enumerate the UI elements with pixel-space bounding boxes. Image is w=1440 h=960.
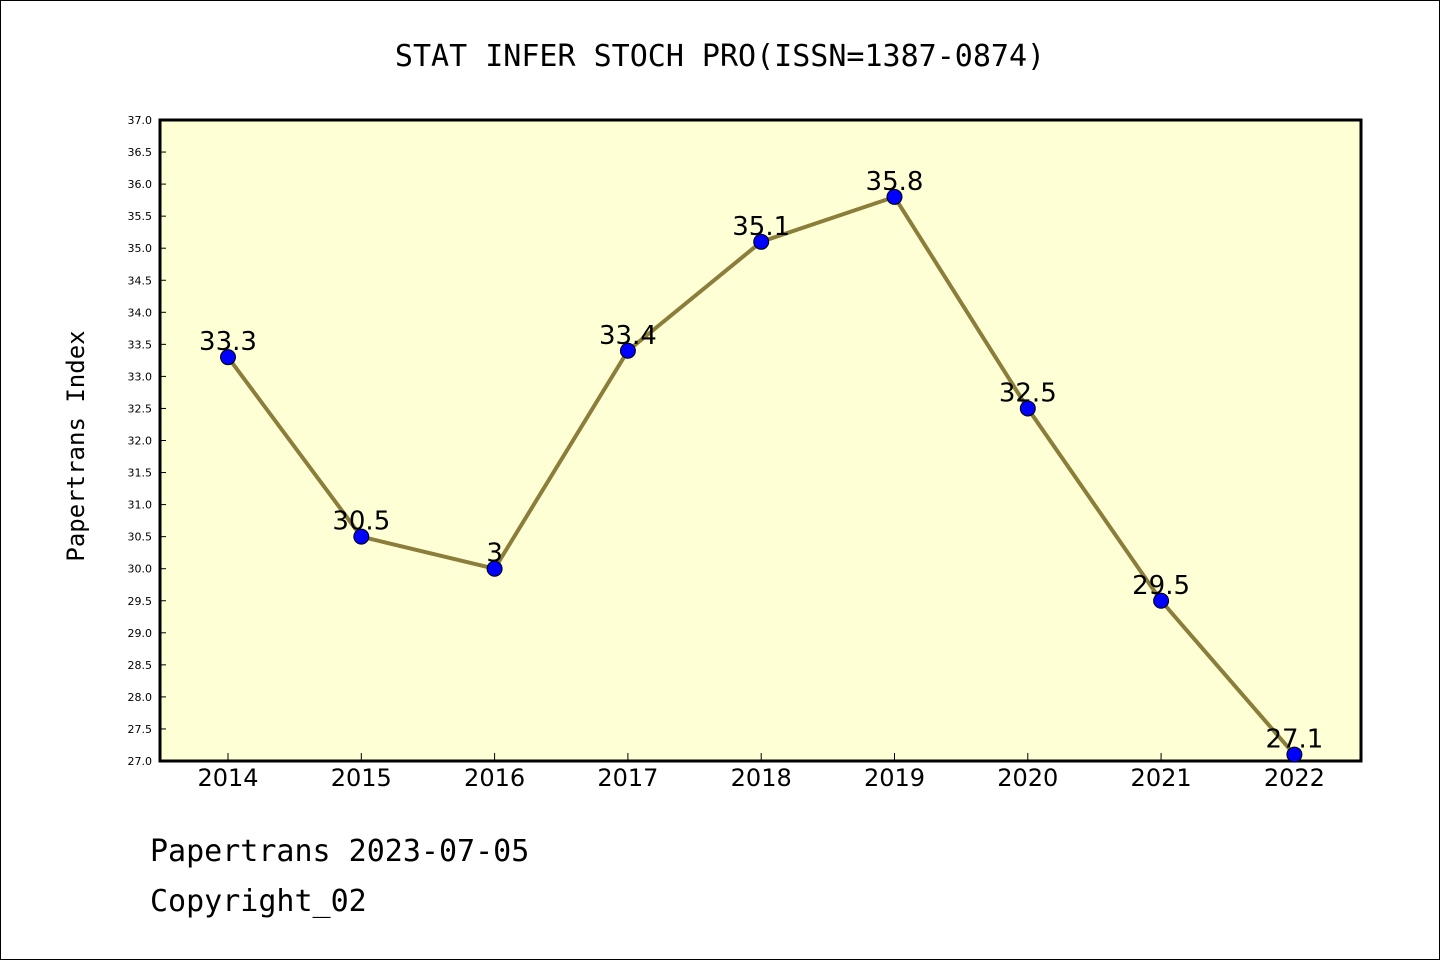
y-tick-label: 27.0 [128, 755, 153, 768]
data-label: 35.8 [866, 167, 924, 197]
y-tick-label: 35.5 [128, 210, 153, 223]
data-labels: 33.3 30.5 3 33.4 35.1 35.8 32.5 29.5 27.1 [199, 167, 1323, 755]
y-tick-label: 30.0 [128, 563, 153, 576]
data-markers [220, 188, 1303, 763]
data-label: 3 [486, 539, 503, 569]
y-tick-label: 36.0 [128, 178, 153, 191]
y-tick-label: 34.0 [128, 306, 153, 319]
y-tick-label: 30.5 [128, 531, 153, 544]
x-tick-label: 2014 [197, 764, 258, 792]
data-label: 29.5 [1132, 571, 1190, 601]
footer-copyright: Copyright_02 [150, 884, 367, 919]
data-point [619, 342, 636, 359]
data-label: 35.1 [732, 212, 790, 242]
data-point [753, 233, 770, 250]
y-axis-label: Papertrans Index [62, 330, 90, 561]
data-label: 30.5 [332, 507, 390, 537]
data-point [886, 188, 903, 205]
x-tick-label: 2020 [997, 764, 1058, 792]
x-tick-label: 2015 [331, 764, 392, 792]
x-tick-label: 2019 [864, 764, 925, 792]
footer-date: Papertrans 2023-07-05 [150, 834, 530, 869]
y-tick-label: 28.0 [128, 691, 153, 704]
data-label: 32.5 [999, 378, 1057, 408]
data-point [220, 349, 236, 366]
y-axis-ticks: 27.0 27.5 28.0 28.5 29.0 29.5 30.0 30.5 31.0 31.5… [128, 114, 166, 768]
chart-title: STAT INFER STOCH PRO(ISSN=1387-0874) [395, 39, 1045, 74]
data-point [1286, 746, 1303, 763]
data-label: 33.4 [599, 321, 657, 351]
y-tick-label: 31.0 [128, 499, 153, 512]
y-tick-label: 36.5 [128, 146, 153, 159]
y-tick-label: 34.5 [128, 274, 153, 287]
x-tick-label: 2021 [1131, 764, 1192, 792]
plot-area [158, 118, 1363, 763]
x-tick-label: 2017 [597, 764, 658, 792]
data-point [1153, 592, 1170, 609]
data-point [1019, 400, 1036, 417]
y-tick-label: 32.5 [128, 402, 153, 415]
x-axis-ticks: 2014 2015 2016 2017 2018 2019 2020 2021 2022 [197, 753, 1325, 792]
y-tick-label: 37.0 [128, 114, 153, 127]
data-label: 27.1 [1265, 725, 1323, 755]
data-label: 33.3 [199, 327, 257, 357]
y-tick-label: 33.0 [128, 370, 153, 383]
y-tick-label: 31.5 [128, 467, 153, 480]
y-tick-label: 29.5 [128, 595, 153, 608]
y-tick-label: 32.0 [128, 435, 153, 448]
x-tick-label: 2018 [731, 764, 792, 792]
x-tick-label: 2022 [1264, 764, 1325, 792]
data-point [486, 560, 503, 577]
data-point [353, 528, 370, 545]
y-tick-label: 29.0 [128, 627, 153, 640]
y-tick-label: 28.5 [128, 659, 153, 672]
y-tick-label: 27.5 [128, 723, 153, 736]
x-tick-label: 2016 [464, 764, 525, 792]
y-tick-label: 33.5 [128, 338, 153, 351]
y-tick-label: 35.0 [128, 242, 153, 255]
